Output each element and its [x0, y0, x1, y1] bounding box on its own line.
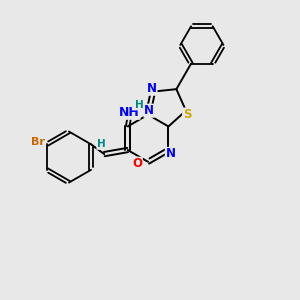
Text: H: H: [135, 100, 144, 110]
Text: S: S: [183, 108, 191, 121]
Text: N: N: [165, 147, 176, 161]
Text: H: H: [97, 139, 106, 149]
Text: O: O: [132, 157, 142, 170]
Text: Br: Br: [31, 137, 45, 147]
Text: NH: NH: [119, 106, 140, 119]
Text: N: N: [144, 104, 154, 117]
Text: N: N: [147, 82, 157, 95]
